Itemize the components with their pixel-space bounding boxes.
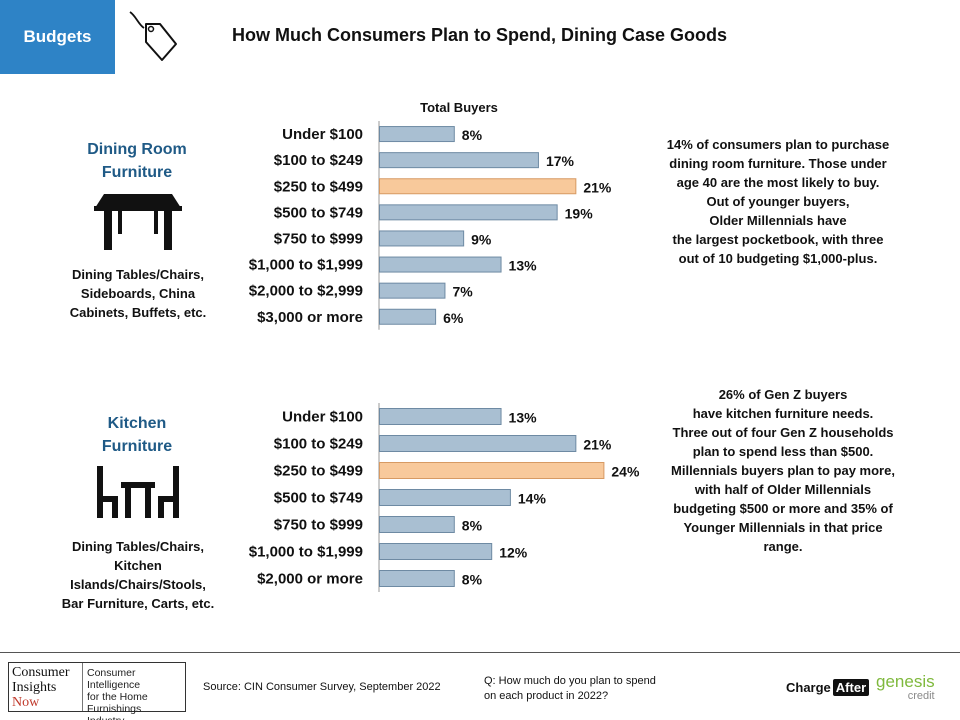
kitchen-heading: Kitchen Furniture bbox=[101, 415, 173, 455]
kitchen-value-label: 24% bbox=[611, 464, 640, 480]
kitchen-bar bbox=[379, 462, 605, 479]
kitchen-category-label: $500 to $749 bbox=[274, 490, 363, 507]
dining-value-label: 7% bbox=[452, 284, 473, 300]
dining-category-label: $100 to $249 bbox=[274, 152, 363, 169]
dining-category-label: $750 to $999 bbox=[274, 230, 363, 247]
dining-bar bbox=[379, 308, 437, 325]
kitchen-value-label: 21% bbox=[583, 437, 612, 453]
kitchen-note: 26% of Gen Z buyers have kitchen furnitu… bbox=[671, 387, 895, 554]
dining-bar bbox=[379, 178, 577, 195]
budget-bar-charts: Under $100 8% $100 to $249 17% $250 to $499 2… bbox=[249, 121, 640, 592]
kitchen-value-label: 8% bbox=[462, 572, 483, 588]
page-title: How Much Consumers Plan to Spend, Dining… bbox=[232, 25, 728, 45]
dining-bar bbox=[379, 256, 502, 273]
kitchen-bar bbox=[379, 435, 577, 452]
dining-value-label: 6% bbox=[443, 310, 464, 326]
chargeafter-logo: Charge After bbox=[786, 679, 870, 696]
kitchen-value-label: 12% bbox=[499, 545, 528, 561]
dining-value-label: 19% bbox=[565, 205, 594, 221]
dining-bar bbox=[379, 126, 455, 143]
footer-divider bbox=[0, 652, 960, 653]
dining-bar bbox=[379, 230, 465, 247]
dining-bar bbox=[379, 152, 539, 169]
kitchen-category-label: $2,000 or more bbox=[257, 571, 363, 588]
price-tag-icon bbox=[129, 11, 177, 61]
dining-room-description: Dining Tables/Chairs, Sideboards, China … bbox=[69, 267, 207, 320]
kitchen-value-label: 8% bbox=[462, 518, 483, 534]
genesis-credit-logo: genesis credit bbox=[876, 672, 935, 702]
kitchen-category-label: $750 to $999 bbox=[274, 517, 363, 534]
kitchen-description: Dining Tables/Chairs, Kitchen Islands/Ch… bbox=[61, 539, 215, 611]
dining-bar bbox=[379, 204, 558, 221]
kitchen-category-label: $250 to $499 bbox=[274, 463, 363, 480]
consumer-insights-now-logo: Consumer Insights Now Consumer Intellige… bbox=[8, 662, 186, 720]
kitchen-bar bbox=[379, 489, 511, 506]
dining-value-label: 8% bbox=[462, 127, 483, 143]
dining-room-heading: Dining Room Furniture bbox=[87, 141, 187, 181]
dining-category-label: $500 to $749 bbox=[274, 204, 363, 221]
dining-value-label: 17% bbox=[546, 153, 575, 169]
dining-category-label: $250 to $499 bbox=[274, 178, 363, 195]
dining-value-label: 9% bbox=[471, 231, 492, 247]
dining-value-label: 21% bbox=[583, 179, 612, 195]
total-buyers-label: Total Buyers bbox=[420, 100, 498, 115]
dining-table-icon bbox=[94, 194, 182, 250]
budgets-badge: Budgets bbox=[0, 0, 115, 74]
dining-value-label: 13% bbox=[509, 258, 538, 274]
kitchen-category-label: $1,000 to $1,999 bbox=[249, 544, 363, 561]
kitchen-bar bbox=[379, 570, 455, 587]
table-and-chairs-icon bbox=[97, 466, 179, 518]
dining-category-label: $2,000 to $2,999 bbox=[249, 283, 363, 300]
dining-category-label: $3,000 or more bbox=[257, 309, 363, 326]
kitchen-bar bbox=[379, 408, 502, 425]
dining-category-label: $1,000 to $1,999 bbox=[249, 257, 363, 274]
dining-room-note: 14% of consumers plan to purchase dining… bbox=[666, 137, 890, 266]
survey-question: Q: How much do you plan to spend on each… bbox=[484, 675, 656, 702]
kitchen-bar bbox=[379, 516, 455, 533]
kitchen-value-label: 14% bbox=[518, 491, 547, 507]
source-note: Source: CIN Consumer Survey, September 2… bbox=[203, 681, 441, 693]
kitchen-bar bbox=[379, 543, 493, 560]
dining-bar bbox=[379, 282, 446, 299]
dining-category-label: Under $100 bbox=[282, 126, 363, 143]
kitchen-value-label: 13% bbox=[509, 410, 538, 426]
kitchen-category-label: $100 to $249 bbox=[274, 436, 363, 453]
kitchen-category-label: Under $100 bbox=[282, 409, 363, 426]
